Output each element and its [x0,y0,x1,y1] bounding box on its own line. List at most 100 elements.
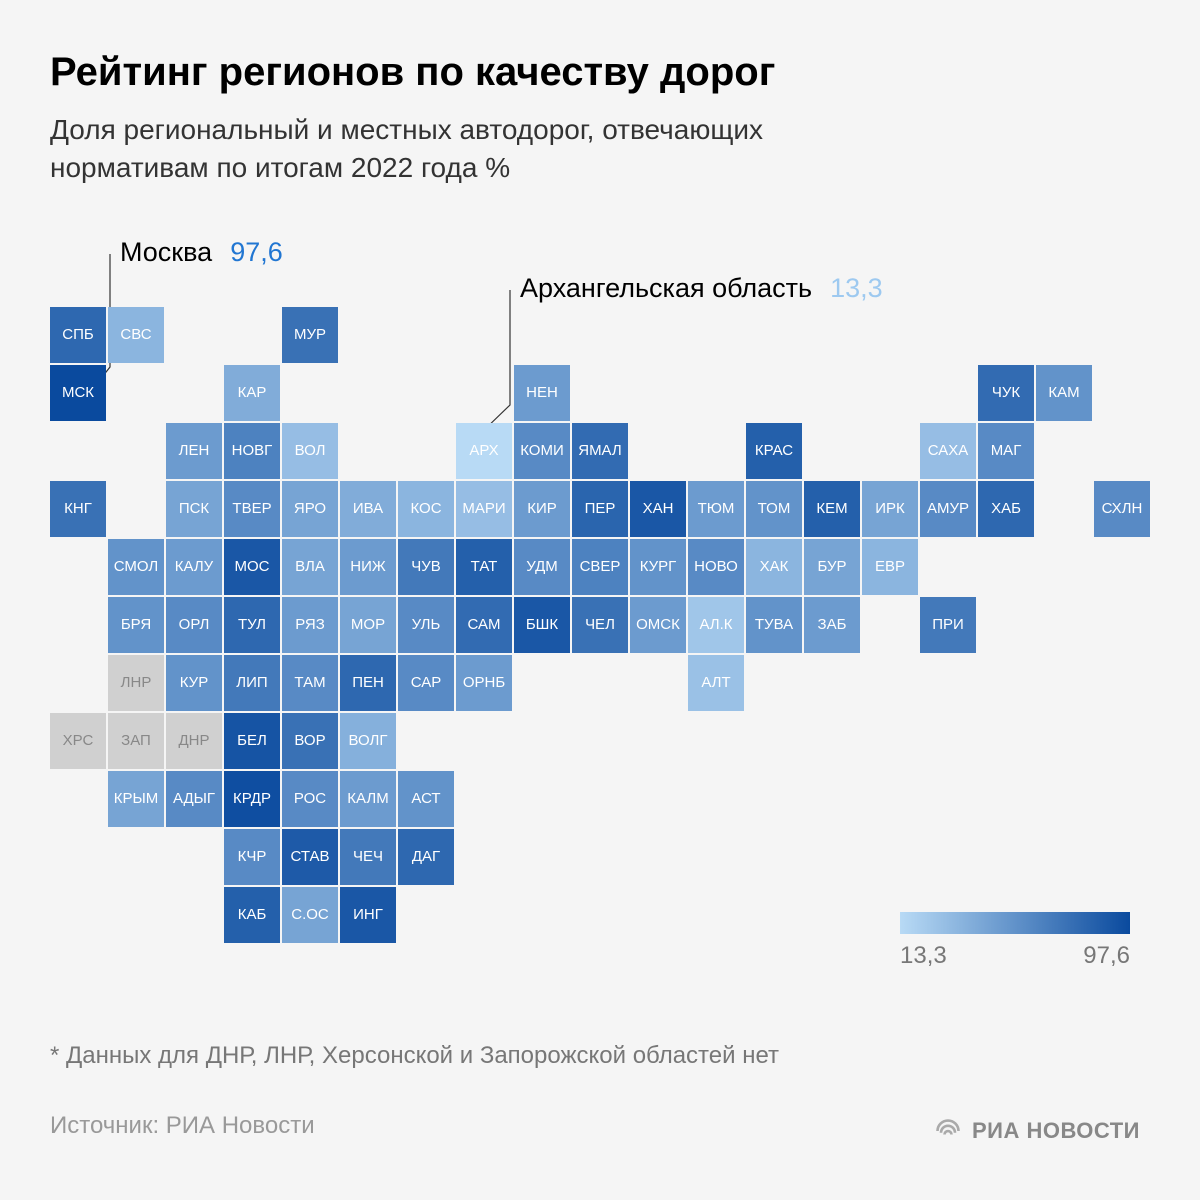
color-legend: 13,3 97,6 [900,912,1130,970]
region-cell: СМОЛ [108,539,164,595]
logo-text: РИА НОВОСТИ [972,1118,1140,1144]
region-cell: САМ [456,597,512,653]
chart-title: Рейтинг регионов по качеству дорог [50,50,1170,95]
region-cell: САР [398,655,454,711]
region-cell: ТЮМ [688,481,744,537]
region-grid: СПБСВСМУРМСККАРНЕНЧУККАМЛЕННОВГВОЛАРХКОМ… [50,307,1150,947]
region-cell: ЯМАЛ [572,423,628,479]
region-cell: ЧУК [978,365,1034,421]
region-cell: ДНР [166,713,222,769]
region-cell: БУР [804,539,860,595]
region-cell: ТУЛ [224,597,280,653]
region-cell: ОМСК [630,597,686,653]
region-cell: ТАТ [456,539,512,595]
region-cell: КАЛМ [340,771,396,827]
region-cell: КОС [398,481,454,537]
region-cell: КРДР [224,771,280,827]
region-cell: МСК [50,365,106,421]
region-cell: РЯЗ [282,597,338,653]
region-cell: КОМИ [514,423,570,479]
region-cell: НИЖ [340,539,396,595]
region-cell: ЗАБ [804,597,860,653]
region-cell: КИР [514,481,570,537]
region-cell: ЕВР [862,539,918,595]
region-cell: СХЛН [1094,481,1150,537]
region-cell: ОРНБ [456,655,512,711]
region-cell: АРХ [456,423,512,479]
region-cell: ЛНР [108,655,164,711]
region-cell: ПЕН [340,655,396,711]
region-cell: ВЛА [282,539,338,595]
region-cell: МУР [282,307,338,363]
region-cell: САХА [920,423,976,479]
callout-low: Архангельская область13,3 [520,273,883,304]
legend-gradient [900,912,1130,934]
region-cell: ПСК [166,481,222,537]
region-cell: ТАМ [282,655,338,711]
region-cell: КАБ [224,887,280,943]
source-label: Источник: РИА Новости [50,1112,315,1140]
region-cell: МОС [224,539,280,595]
chart-subtitle: Доля региональный и местных автодорог, о… [50,111,900,187]
region-cell: КУР [166,655,222,711]
region-cell: СВС [108,307,164,363]
region-cell: РОС [282,771,338,827]
legend-max: 97,6 [1083,942,1130,970]
region-cell: КРЫМ [108,771,164,827]
region-cell: СВЕР [572,539,628,595]
region-cell: ДАГ [398,829,454,885]
region-cell: НЕН [514,365,570,421]
callouts: Москва97,6 Архангельская область13,3 [50,237,1170,307]
region-cell: ЛИП [224,655,280,711]
region-cell: ТВЕР [224,481,280,537]
region-cell: АДЫГ [166,771,222,827]
region-cell: УДМ [514,539,570,595]
region-cell: НОВГ [224,423,280,479]
legend-min: 13,3 [900,942,947,970]
region-cell: ХАК [746,539,802,595]
region-cell: КАР [224,365,280,421]
region-cell: КАЛУ [166,539,222,595]
region-cell: БШК [514,597,570,653]
region-cell: ПРИ [920,597,976,653]
region-cell: МАРИ [456,481,512,537]
region-cell: ИВА [340,481,396,537]
region-cell: ПЕР [572,481,628,537]
region-cell: ХРС [50,713,106,769]
region-cell: АЛТ [688,655,744,711]
region-cell: ИНГ [340,887,396,943]
region-cell: КЕМ [804,481,860,537]
region-cell: ЯРО [282,481,338,537]
region-cell: АСТ [398,771,454,827]
region-cell: ЗАП [108,713,164,769]
region-cell: ЧУВ [398,539,454,595]
region-cell: НОВО [688,539,744,595]
ria-logo: РИА НОВОСТИ [934,1117,1140,1145]
region-cell: ХАБ [978,481,1034,537]
region-cell: ВОР [282,713,338,769]
region-cell: КНГ [50,481,106,537]
region-cell: КАМ [1036,365,1092,421]
footnote: * Данных для ДНР, ЛНР, Херсонской и Запо… [50,1042,779,1070]
region-cell: ОРЛ [166,597,222,653]
region-cell: АМУР [920,481,976,537]
region-cell: ВОЛГ [340,713,396,769]
region-cell: ТУВА [746,597,802,653]
region-cell: БЕЛ [224,713,280,769]
region-cell: ТОМ [746,481,802,537]
region-cell: МАГ [978,423,1034,479]
region-cell: ХАН [630,481,686,537]
region-cell: ЧЕЛ [572,597,628,653]
region-cell: СТАВ [282,829,338,885]
region-cell: УЛЬ [398,597,454,653]
region-cell: КРАС [746,423,802,479]
region-cell: БРЯ [108,597,164,653]
region-cell: С.ОС [282,887,338,943]
region-cell: МОР [340,597,396,653]
region-cell: АЛ.К [688,597,744,653]
logo-icon [934,1117,962,1145]
region-cell: ЛЕН [166,423,222,479]
region-cell: КЧР [224,829,280,885]
region-cell: СПБ [50,307,106,363]
callout-high: Москва97,6 [120,237,283,268]
